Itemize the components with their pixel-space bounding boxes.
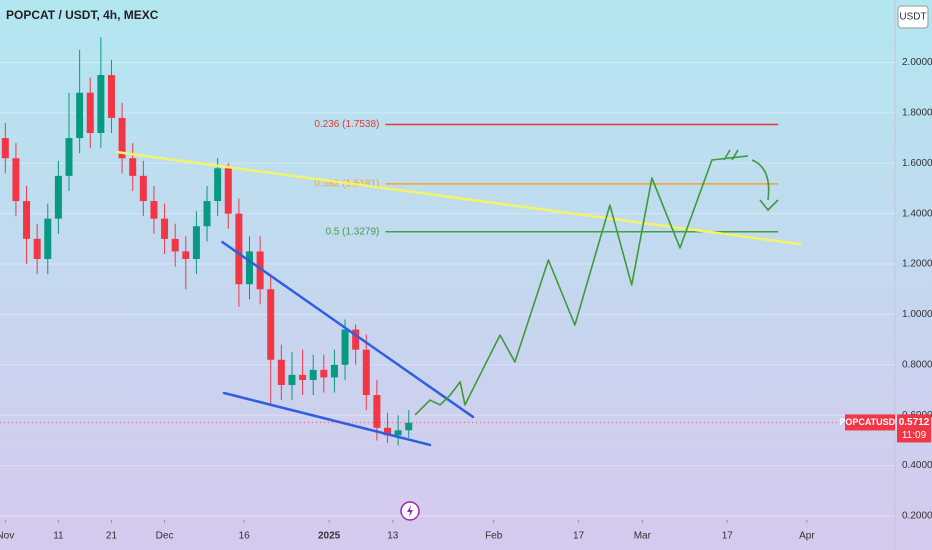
candle-body: [288, 374, 296, 385]
fib-label: 0.236 (1.7538): [314, 119, 379, 130]
price-box: [897, 414, 931, 443]
x-tick-label: Apr: [799, 531, 815, 542]
y-tick-label: 0.4000: [902, 460, 932, 471]
candle-body: [224, 168, 232, 214]
price-label: 0.5712: [899, 417, 930, 428]
candle-body: [245, 251, 253, 285]
candle-body: [373, 395, 381, 428]
candle-body: [76, 92, 84, 139]
y-tick-label: 1.2000: [902, 259, 932, 270]
fib-label: 0.5 (1.3279): [325, 226, 379, 237]
projection-path: [414, 155, 749, 416]
candle-body: [299, 374, 307, 380]
x-tick-label: Mar: [634, 531, 652, 542]
x-tick-label: 11: [53, 531, 64, 542]
countdown-label: 11:09: [902, 430, 927, 441]
candle-body: [256, 251, 264, 290]
candle-body: [150, 201, 158, 219]
candle-body: [309, 369, 317, 380]
x-tick-label: 2025: [318, 531, 341, 542]
candle-body: [394, 430, 402, 436]
currency-box[interactable]: [897, 5, 929, 29]
candle-body: [65, 138, 73, 176]
y-tick-label: 1.4000: [902, 208, 932, 219]
x-tick-label: Dec: [156, 531, 174, 542]
candle-body: [107, 75, 115, 118]
symbol-label: POPCATUSDT: [839, 417, 901, 427]
candle-body: [23, 201, 31, 239]
x-tick-label: 13: [387, 531, 399, 542]
candle-body: [341, 329, 349, 365]
candle-body: [320, 369, 328, 378]
y-tick-label: 0.8000: [902, 359, 932, 370]
candle-body: [139, 175, 147, 202]
y-tick-label: 0.2000: [902, 511, 932, 522]
y-tick-label: 1.8000: [902, 108, 932, 119]
trend-line: [221, 240, 475, 419]
candle-body: [118, 117, 126, 159]
x-tick-label: Feb: [485, 531, 503, 542]
candle-body: [1, 138, 9, 159]
candle-body: [235, 213, 243, 285]
candle-body: [129, 158, 137, 176]
chart-title: POPCAT / USDT, 4h, MEXC: [6, 8, 159, 22]
x-tick-label: 16: [239, 531, 251, 542]
candle-body: [362, 349, 370, 396]
candle-body: [405, 422, 413, 431]
y-tick-label: 1.0000: [902, 309, 932, 320]
x-tick-label: 17: [722, 531, 734, 542]
candle-body: [171, 238, 179, 252]
x-tick-label: 17: [573, 531, 585, 542]
y-tick-label: 2.0000: [902, 57, 932, 68]
candle-body: [54, 175, 62, 219]
candle-body: [182, 251, 190, 259]
lightning-icon[interactable]: [400, 501, 420, 521]
y-tick-label: 1.6000: [902, 158, 932, 169]
candle-body: [384, 427, 392, 436]
trend-line: [222, 391, 432, 447]
candle-body: [33, 238, 41, 259]
candle-body: [267, 289, 275, 360]
candle-body: [330, 364, 338, 378]
currency: USDT: [899, 12, 926, 23]
candle-body: [12, 158, 20, 202]
candle-body: [161, 218, 169, 239]
candle-body: [203, 201, 211, 227]
x-tick-label: Nov: [0, 531, 14, 542]
projection-arrow: [723, 149, 779, 212]
candle-body: [214, 168, 222, 202]
symbol-box: [845, 414, 895, 431]
candle-body: [97, 75, 105, 134]
x-tick-label: 21: [106, 531, 118, 542]
candle-body: [277, 359, 285, 385]
candle-body: [86, 92, 94, 134]
candle-body: [192, 226, 200, 259]
candle-body: [44, 218, 52, 259]
candle-body: [352, 329, 360, 350]
